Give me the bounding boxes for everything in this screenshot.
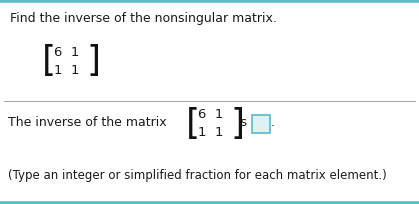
- Text: is: is: [238, 115, 248, 129]
- Text: [: [: [42, 44, 56, 78]
- Text: 6  1: 6 1: [54, 45, 79, 59]
- Text: ]: ]: [230, 107, 244, 141]
- Text: .: .: [271, 115, 275, 129]
- Text: ]: ]: [86, 44, 100, 78]
- Text: (Type an integer or simplified fraction for each matrix element.): (Type an integer or simplified fraction …: [8, 170, 387, 183]
- Text: 1  1: 1 1: [198, 126, 223, 140]
- Text: 1  1: 1 1: [54, 63, 80, 76]
- Text: Find the inverse of the nonsingular matrix.: Find the inverse of the nonsingular matr…: [10, 12, 277, 25]
- Bar: [252, 115, 270, 133]
- Text: 6  1: 6 1: [198, 109, 223, 122]
- Text: [: [: [186, 107, 200, 141]
- Text: The inverse of the matrix: The inverse of the matrix: [8, 115, 167, 129]
